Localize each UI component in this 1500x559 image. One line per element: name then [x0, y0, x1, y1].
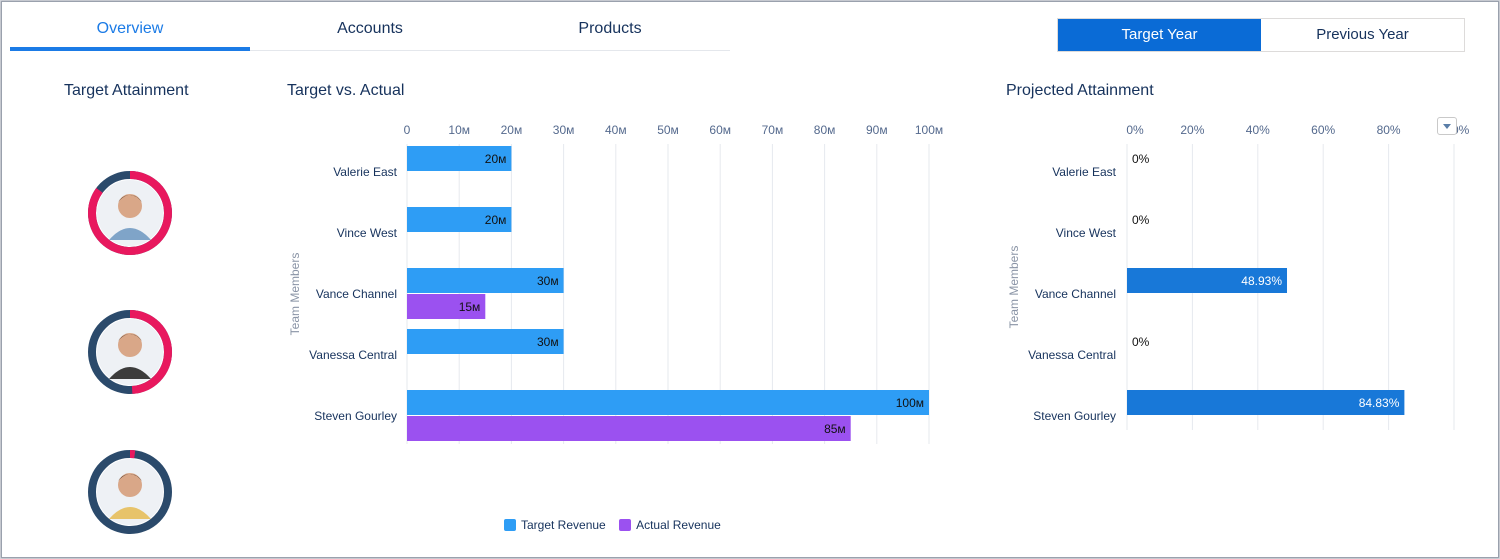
legend-actual-revenue[interactable]: Actual Revenue — [619, 518, 721, 532]
projected-attainment-bar — [1127, 268, 1288, 293]
target-revenue-bar — [407, 207, 512, 232]
x-tick-label: 80% — [1377, 123, 1401, 137]
actual-revenue-bar — [407, 416, 851, 441]
x-tick-label: 80м — [814, 123, 836, 137]
category-label: Vince West — [1056, 226, 1117, 240]
category-label: Vance Channel — [1035, 287, 1116, 301]
tab-overview[interactable]: Overview — [10, 8, 250, 51]
actual-revenue-bar — [407, 294, 486, 319]
bar-data-label: 20м — [485, 152, 507, 166]
category-label: Steven Gourley — [1033, 409, 1116, 423]
avatar-hair — [118, 474, 142, 481]
previous-year-button[interactable]: Previous Year — [1261, 19, 1464, 51]
avatar[interactable] — [87, 170, 173, 256]
x-tick-label: 10м — [448, 123, 470, 137]
x-tick-label: 0% — [1126, 123, 1144, 137]
x-tick-label: 60% — [1311, 123, 1335, 137]
y-axis-title: Team Members — [1007, 246, 1021, 329]
target-revenue-bar — [407, 268, 564, 293]
bar-data-label: 48.93% — [1241, 274, 1282, 288]
target-vs-actual-title: Target vs. Actual — [287, 82, 405, 99]
projected-attainment-bar — [1127, 390, 1405, 415]
x-tick-label: 70м — [762, 123, 784, 137]
bar-data-label: 30м — [537, 335, 559, 349]
x-tick-label: 30м — [553, 123, 575, 137]
category-label: Valerie East — [333, 165, 397, 179]
avatar-attainment-arc — [88, 310, 172, 394]
x-tick-label: 0 — [404, 123, 411, 137]
avatar-attainment-arc — [88, 450, 172, 534]
y-axis-title: Team Members — [288, 253, 302, 336]
bar-data-label: 0% — [1132, 335, 1150, 349]
bar-data-label: 30м — [537, 274, 559, 288]
category-label: Steven Gourley — [314, 409, 397, 423]
x-tick-label: 40м — [605, 123, 627, 137]
year-toggle: Target Year Previous Year — [1057, 18, 1465, 52]
projected-attainment-title: Projected Attainment — [1006, 82, 1154, 99]
avatar-face — [118, 194, 142, 218]
chevron-down-icon — [1443, 124, 1451, 129]
category-label: Vanessa Central — [1028, 348, 1116, 362]
category-label: Vanessa Central — [309, 348, 397, 362]
avatar-face — [118, 333, 142, 357]
target-attainment-title: Target Attainment — [64, 82, 189, 99]
avatar[interactable] — [87, 309, 173, 395]
x-tick-label: 40% — [1246, 123, 1270, 137]
x-tick-label: 50м — [657, 123, 679, 137]
avatar-hair — [118, 334, 142, 341]
bar-data-label: 0% — [1132, 213, 1150, 227]
avatar-shoulders — [109, 228, 151, 240]
bar-data-label: 15м — [459, 300, 481, 314]
avatar[interactable] — [87, 449, 173, 535]
legend-target-revenue[interactable]: Target Revenue — [504, 518, 606, 532]
bar-data-label: 100м — [896, 396, 924, 410]
avatar-face — [118, 473, 142, 497]
tab-products[interactable]: Products — [578, 20, 642, 37]
bar-data-label: 84.83% — [1359, 396, 1400, 410]
avatar-shoulders — [109, 507, 151, 519]
avatar-shoulders — [109, 367, 151, 379]
x-tick-label: 20м — [501, 123, 523, 137]
category-label: Vince West — [337, 226, 398, 240]
bar-data-label: 85м — [824, 422, 846, 436]
avatar-attainment-arc — [88, 171, 172, 255]
target-revenue-bar — [407, 146, 512, 171]
tab-bar: Overview Accounts Products — [10, 8, 730, 51]
x-tick-label: 60м — [709, 123, 731, 137]
chart-legend: Target Revenue Actual Revenue — [504, 518, 731, 534]
x-tick-label: 100м — [915, 123, 943, 137]
target-revenue-bar — [407, 390, 929, 415]
category-label: Valerie East — [1052, 165, 1116, 179]
bar-data-label: 0% — [1132, 152, 1150, 166]
target-year-button[interactable]: Target Year — [1058, 19, 1261, 51]
avatar-hair — [118, 195, 142, 202]
tab-accounts[interactable]: Accounts — [337, 20, 403, 37]
bar-data-label: 20м — [485, 213, 507, 227]
category-label: Vance Channel — [316, 287, 397, 301]
chart-filter-dropdown[interactable] — [1437, 117, 1457, 135]
x-tick-label: 20% — [1180, 123, 1204, 137]
target-revenue-bar — [407, 329, 564, 354]
x-tick-label: 90м — [866, 123, 888, 137]
